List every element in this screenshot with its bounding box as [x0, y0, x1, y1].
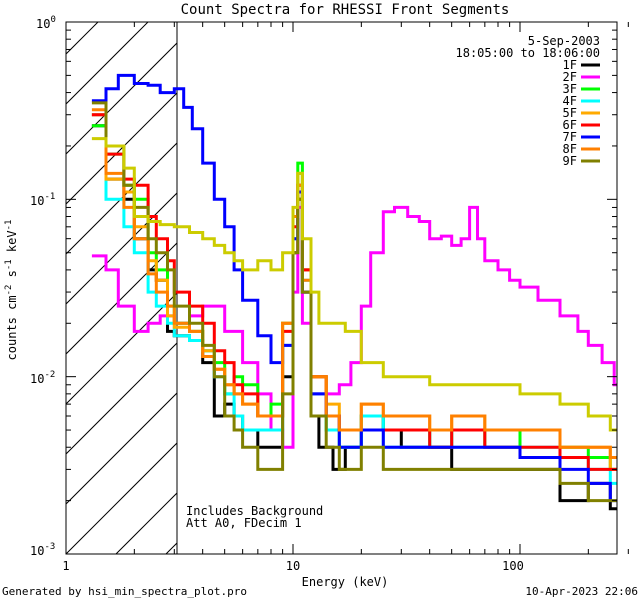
- svg-text:100: 100: [36, 15, 56, 31]
- series-line-7: [91, 73, 617, 503]
- legend-label-3F: 3F: [563, 82, 577, 96]
- y-tick-label-2: 10-2: [30, 370, 55, 386]
- series-line-9: [91, 101, 617, 503]
- legend-label-9F: 9F: [563, 154, 577, 168]
- legend-label-4F: 4F: [563, 94, 577, 108]
- series-line-10: [91, 137, 617, 432]
- chart-title: Count Spectra for RHESSI Front Segments: [181, 2, 510, 18]
- legend-date: 5-Sep-2003: [528, 34, 600, 48]
- legend-label-8F: 8F: [563, 142, 577, 156]
- legend-time-range: 18:05:00 to 18:06:00: [456, 46, 601, 60]
- svg-text:10-3: 10-3: [30, 542, 55, 558]
- svg-text:10-2: 10-2: [30, 370, 55, 386]
- plot-frame: [65, 21, 618, 555]
- legend-label-2F: 2F: [563, 70, 577, 84]
- footer-timestamp: 10-Apr-2023 22:06: [525, 585, 638, 598]
- hatch-line: [66, 392, 177, 505]
- x-tick-label-1: 1: [62, 559, 69, 573]
- hatch-line: [66, 442, 177, 554]
- y-tick-label-0: 100: [36, 15, 56, 31]
- x-tick-label-100: 100: [502, 559, 524, 573]
- annotation-attenuator: Att A0, FDecim 1: [186, 516, 302, 530]
- legend-label-1F: 1F: [563, 58, 577, 72]
- ticks-layer: [66, 22, 629, 555]
- footer-generated-by: Generated by hsi_min_spectra_plot.pro: [2, 585, 247, 598]
- hatch-line: [66, 42, 177, 155]
- legend-label-6F: 6F: [563, 118, 577, 132]
- svg-text:10-1: 10-1: [30, 192, 55, 208]
- y-tick-label-3: 10-3: [30, 542, 55, 558]
- series-layer: [91, 73, 617, 511]
- hatch-line: [66, 22, 149, 105]
- series-line-4: [91, 113, 617, 485]
- annotation-background: Includes Background: [186, 504, 323, 518]
- series-line-2: [91, 205, 617, 449]
- legend-label-7F: 7F: [563, 130, 577, 144]
- y-axis-label: counts cm-2 s-1 keV-1: [4, 220, 19, 361]
- y-tick-label-1: 10-1: [30, 192, 55, 208]
- legend-label-5F: 5F: [563, 106, 577, 120]
- series-line-8: [91, 108, 617, 459]
- x-tick-label-10: 10: [286, 559, 300, 573]
- x-axis-label: Energy (keV): [302, 575, 389, 589]
- hatch-line: [66, 192, 177, 305]
